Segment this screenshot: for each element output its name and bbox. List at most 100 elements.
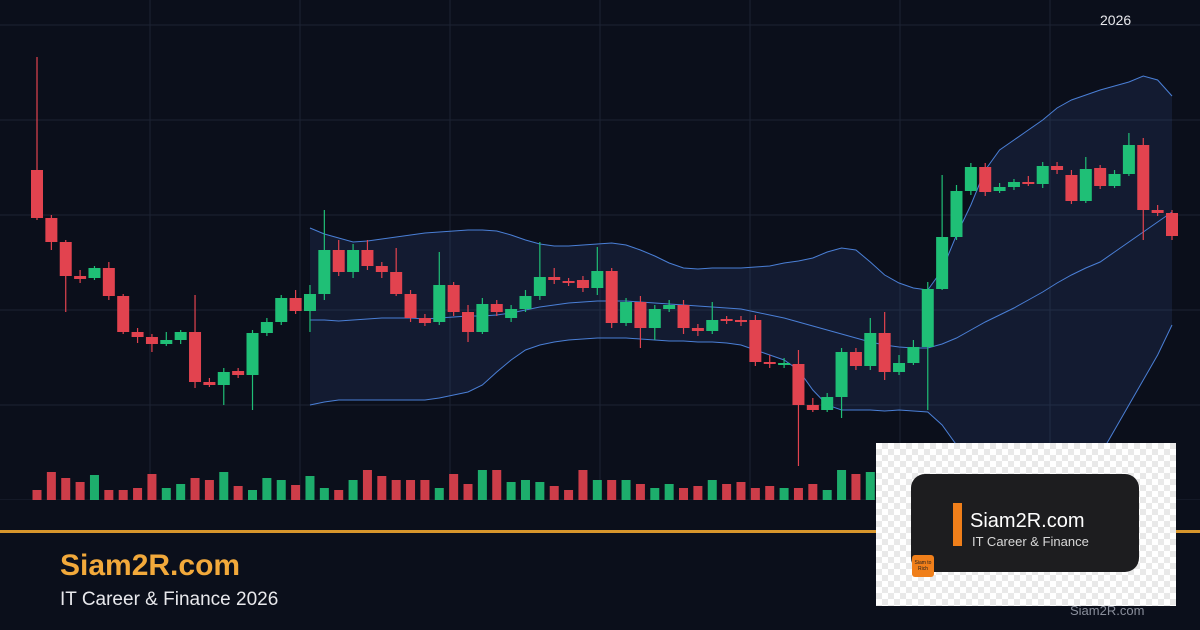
candle-body: [462, 312, 475, 332]
candle-body: [1094, 168, 1107, 186]
candle-body: [576, 280, 589, 288]
candle-body: [390, 272, 403, 294]
volume-bar: [520, 480, 530, 500]
volume-bar: [707, 480, 717, 500]
candle-body: [964, 167, 977, 191]
volume-bar: [578, 470, 588, 500]
volume-bar: [851, 474, 861, 500]
volume-bar: [535, 482, 545, 500]
candle-body: [1108, 174, 1121, 186]
candle-body: [189, 332, 202, 382]
candle-body: [145, 337, 158, 344]
volume-bar: [679, 488, 689, 500]
candle-body: [232, 371, 245, 375]
candle-body: [246, 333, 259, 375]
candle-body: [174, 332, 187, 340]
candle-body: [648, 309, 661, 328]
volume-bar: [434, 488, 444, 500]
candle-body: [102, 268, 115, 296]
volume-bar: [219, 472, 229, 500]
volume-bar: [362, 470, 372, 500]
volume-bar: [291, 485, 301, 500]
footer-subtitle: IT Career & Finance 2026: [60, 589, 279, 610]
candle-body: [562, 281, 575, 283]
candle-body: [605, 271, 618, 323]
volume-bar: [492, 470, 502, 500]
candle-body: [476, 304, 489, 332]
volume-bar: [449, 474, 459, 500]
volume-bar: [750, 488, 760, 500]
plot-area: [0, 0, 1200, 500]
volume-bar: [147, 474, 157, 500]
candle-body: [1122, 145, 1135, 174]
candle-body: [433, 285, 446, 322]
volume-bar: [722, 484, 732, 500]
candle-body: [31, 170, 43, 218]
volume-bar: [621, 480, 631, 500]
candle-body: [734, 320, 747, 322]
candle-body: [447, 285, 460, 312]
candle-body: [921, 289, 934, 347]
volume-bar: [765, 486, 775, 500]
candle-body: [1151, 210, 1164, 213]
volume-bar: [477, 470, 487, 500]
candle-body: [404, 294, 417, 318]
candle-body: [979, 167, 992, 192]
volume-bar: [75, 482, 85, 500]
candle-body: [663, 305, 676, 309]
candle-body: [720, 319, 733, 321]
volume-bar: [276, 480, 286, 500]
candle-body: [634, 302, 647, 328]
volume-bar: [779, 488, 789, 500]
logo-panel: Siam2R.com IT Career & Finance Siam to R…: [911, 474, 1139, 577]
candle-body: [620, 302, 633, 323]
volume-bar: [793, 488, 803, 500]
candle-body: [519, 296, 532, 309]
candle-body: [677, 305, 690, 328]
candle-body: [533, 277, 546, 296]
footer-title: Siam2R.com: [60, 549, 241, 582]
candle-body: [763, 362, 776, 364]
candle-body: [88, 268, 101, 278]
volume-bar: [650, 488, 660, 500]
candle-body: [203, 382, 216, 385]
volume-bar: [104, 490, 114, 500]
candle-body: [131, 332, 144, 337]
candle-body: [993, 187, 1006, 191]
volume-bar: [463, 484, 473, 500]
candle-body: [849, 352, 862, 366]
candle-body: [936, 237, 949, 289]
logo-card: Siam2R.com IT Career & Finance Siam to R…: [876, 443, 1176, 606]
logo-title: Siam2R.com: [970, 510, 1085, 532]
candle-body: [332, 250, 345, 272]
volume-bar: [161, 488, 171, 500]
volume-bar: [61, 478, 71, 500]
footer-divider: [0, 530, 1200, 533]
candle-body: [418, 318, 431, 323]
volume-bar: [305, 476, 315, 500]
volume-bar: [549, 486, 559, 500]
candle-body: [375, 266, 388, 272]
candle-body: [864, 333, 877, 366]
candle-body: [490, 304, 503, 312]
volume-bar: [32, 490, 42, 500]
candle-body: [778, 363, 791, 365]
candle-body: [45, 218, 58, 242]
candle-body: [1022, 182, 1035, 184]
volume-bar: [420, 480, 430, 500]
candle-body: [505, 309, 518, 318]
volume-bar: [564, 490, 574, 500]
candle-body: [806, 405, 819, 410]
volume-bar: [190, 478, 200, 500]
candle-body: [117, 296, 130, 332]
volume-bar: [377, 476, 387, 500]
logo-bar: [953, 503, 962, 546]
chart: [0, 0, 1200, 500]
volume-bar: [736, 482, 746, 500]
band-middle: [309, 211, 1173, 349]
logo-subtitle: IT Career & Finance: [972, 534, 1089, 549]
volume-bar: [233, 486, 243, 500]
volume-bar: [176, 484, 186, 500]
volume-bar: [664, 484, 674, 500]
